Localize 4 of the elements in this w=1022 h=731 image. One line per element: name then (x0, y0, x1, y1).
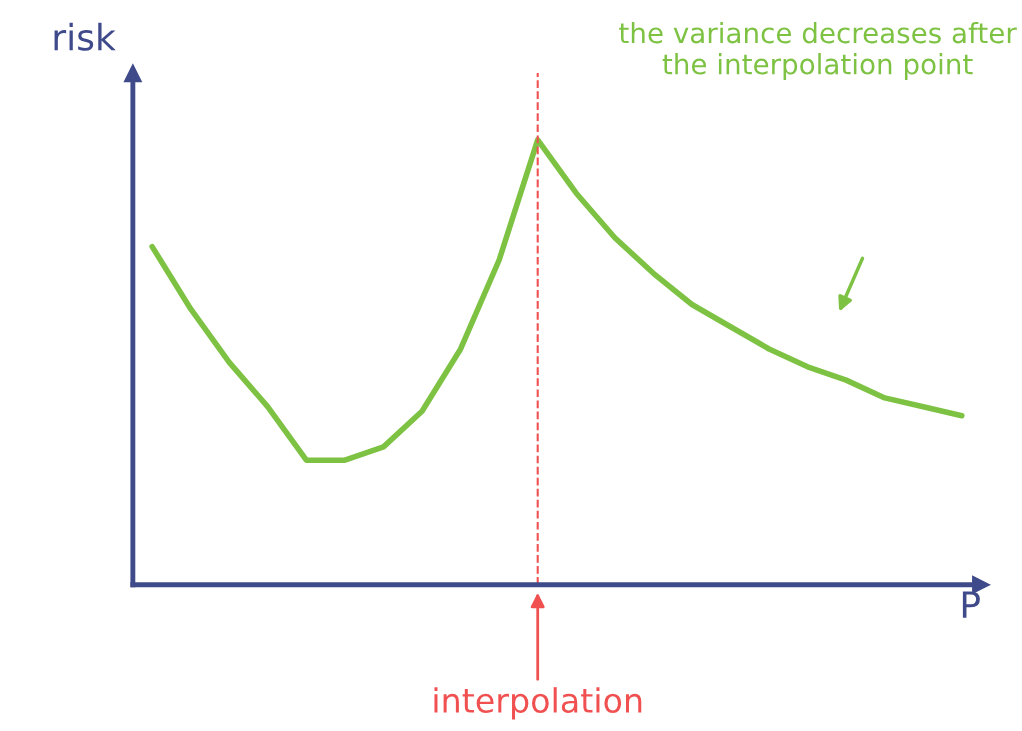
text: interpolation (434, 687, 642, 720)
text: the variance decreases after the interpolation point (619, 21, 1017, 80)
x-axis-title: P (962, 591, 980, 618)
y-axis-title: risk (54, 22, 116, 51)
